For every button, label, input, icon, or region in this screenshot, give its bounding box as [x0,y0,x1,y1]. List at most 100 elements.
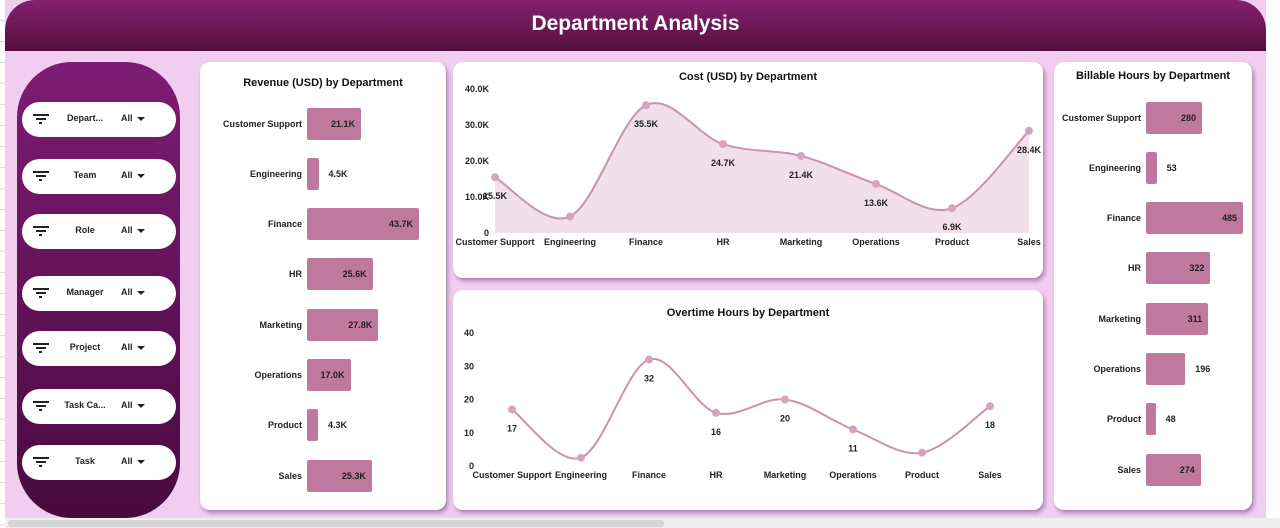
billable-card: Billable Hours by Department [1054,62,1252,510]
revenue-bar[interactable] [307,108,362,140]
page-title: Department Analysis [5,0,1266,51]
chevron-down-icon[interactable] [136,290,145,295]
slicer-label: Role [75,225,95,235]
revenue-chart-title: Revenue (USD) by Department [243,77,403,89]
overtime-chart-title: Overtime Hours by Department [666,307,830,319]
slicer-role[interactable]: Role All [22,214,176,249]
billable-data-label: 48 [1165,414,1176,424]
billable-data-label: 53 [1166,163,1177,173]
slicer-selected-value: All [121,456,133,466]
billable-category-label: Engineering [1088,163,1141,173]
revenue-category-label: Marketing [259,320,302,330]
revenue-category-label: Product [267,420,302,430]
slicer-value[interactable]: All [121,456,145,466]
slicer-label: Depart... [66,113,103,123]
revenue-category-label: Operations [254,370,302,380]
filter-icon [33,288,49,298]
slicer-selected-value: All [121,400,133,410]
revenue-category-label: Engineering [249,169,302,179]
revenue-bar[interactable] [307,309,379,341]
billable-category-label: HR [1128,263,1141,273]
slicer-value[interactable]: All [121,225,145,235]
slicer-selected-value: All [121,287,133,297]
billable-category-label: Finance [1106,213,1141,223]
billable-bar[interactable] [1146,152,1157,184]
revenue-data-label: 25.6K [342,269,367,279]
chevron-down-icon[interactable] [136,345,145,350]
chevron-down-icon[interactable] [136,459,145,464]
slicer-selected-value: All [121,342,133,352]
slicer-label: Manager [66,287,104,297]
billable-data-label: 311 [1187,314,1203,324]
slicer-project[interactable]: Project All [22,331,176,366]
slicer-label: Team [73,170,97,180]
billable-category-label: Sales [1117,465,1141,475]
revenue-data-label: 25.3K [341,471,366,481]
slicer-task[interactable]: Task All [22,445,176,480]
billable-bar[interactable] [1146,202,1243,234]
revenue-data-label: 4.5K [328,169,348,179]
filter-icon [33,343,49,353]
filter-icon [33,401,49,411]
billable-data-label: 274 [1179,465,1195,475]
billable-bar[interactable] [1146,353,1186,385]
slicer-team[interactable]: Team All [22,159,176,194]
chevron-down-icon[interactable] [136,173,145,178]
slicer-value[interactable]: All [121,113,145,123]
billable-data-label: 322 [1189,263,1205,273]
revenue-bar[interactable] [307,258,373,290]
overtime-card: Overtime Hours by Department [453,290,1043,510]
billable-bar[interactable] [1146,252,1211,284]
chevron-down-icon[interactable] [136,228,145,233]
revenue-bar[interactable] [307,359,351,391]
cost-chart-title: Cost (USD) by Department [678,71,818,83]
billable-category-label: Operations [1093,364,1141,374]
revenue-category-label: Sales [278,471,302,481]
filter-icon [33,457,49,467]
slicer-value[interactable]: All [121,287,145,297]
slicer-label: Project [69,342,101,352]
billable-chart-title: Billable Hours by Department [1075,70,1231,82]
billable-data-label: 485 [1221,213,1237,223]
slicer-selected-value: All [121,170,133,180]
billable-bar[interactable] [1146,403,1156,435]
filter-icon [33,114,49,124]
filter-icon [33,171,49,181]
slicer-selected-value: All [121,225,133,235]
billable-data-label: 196 [1195,364,1211,374]
slicer-value[interactable]: All [121,342,145,352]
slicer-label: Task Ca... [64,400,106,410]
revenue-data-label: 43.7K [388,219,413,229]
slicer-value[interactable]: All [121,400,145,410]
billable-category-label: Product [1106,414,1141,424]
slicer-manager[interactable]: Manager All [22,276,176,311]
spreadsheet-gutter [0,0,5,528]
revenue-data-label: 17.0K [320,370,345,380]
cost-card: Cost (USD) by Department [453,62,1043,278]
filter-icon [33,226,49,236]
revenue-bar[interactable] [307,409,319,441]
slicer-selected-value: All [121,113,133,123]
billable-bar[interactable] [1146,102,1202,134]
slicer-label: Task [75,456,95,466]
revenue-category-label: HR [289,269,302,279]
revenue-data-label: 27.8K [348,320,373,330]
revenue-bar[interactable] [307,460,372,492]
revenue-category-label: Finance [267,219,302,229]
revenue-data-label: 21.1K [331,119,356,129]
billable-category-label: Marketing [1098,314,1141,324]
scrollbar-thumb[interactable] [8,520,664,527]
chevron-down-icon[interactable] [136,403,145,408]
slicer-value[interactable]: All [121,170,145,180]
slicer-taskca[interactable]: Task Ca... All [22,389,176,424]
chevron-down-icon[interactable] [136,116,145,121]
billable-bar[interactable] [1146,454,1201,486]
revenue-bar[interactable] [307,158,319,190]
slicer-depart[interactable]: Depart... All [22,102,176,137]
billable-bar[interactable] [1146,303,1209,335]
billable-category-label: Customer Support [1061,113,1141,123]
billable-data-label: 280 [1180,113,1196,123]
revenue-bar[interactable] [307,208,419,240]
revenue-category-label: Customer Support [222,119,302,129]
revenue-data-label: 4.3K [328,420,348,430]
